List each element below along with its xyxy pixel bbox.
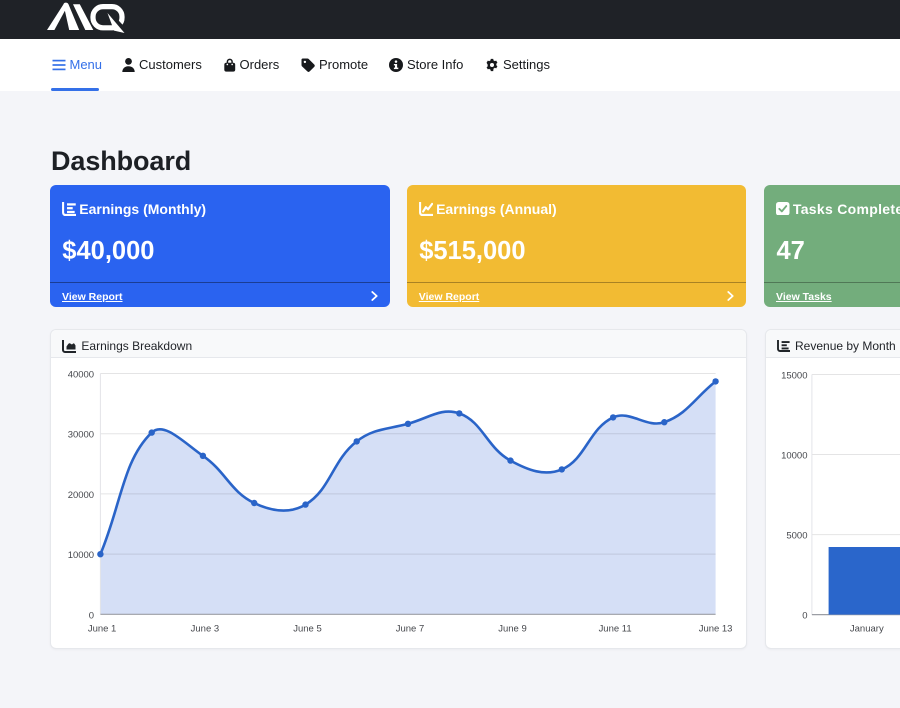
- svg-text:10000: 10000: [68, 550, 94, 561]
- svg-text:10000: 10000: [781, 451, 807, 462]
- svg-text:40000: 40000: [68, 370, 94, 381]
- svg-text:June 7: June 7: [396, 623, 424, 634]
- svg-text:0: 0: [802, 611, 807, 622]
- svg-text:June 5: June 5: [294, 623, 322, 634]
- svg-text:June 1: June 1: [88, 623, 116, 634]
- svg-text:June 9: June 9: [499, 623, 527, 634]
- svg-text:June 13: June 13: [699, 623, 733, 634]
- svg-text:5000: 5000: [786, 531, 807, 542]
- svg-text:20000: 20000: [68, 490, 94, 501]
- svg-text:15000: 15000: [781, 371, 807, 382]
- svg-text:June 3: June 3: [191, 623, 219, 634]
- svg-text:June 11: June 11: [599, 623, 632, 634]
- svg-text:30000: 30000: [68, 430, 94, 441]
- svg-text:0: 0: [89, 610, 94, 621]
- svg-text:January: January: [850, 623, 884, 634]
